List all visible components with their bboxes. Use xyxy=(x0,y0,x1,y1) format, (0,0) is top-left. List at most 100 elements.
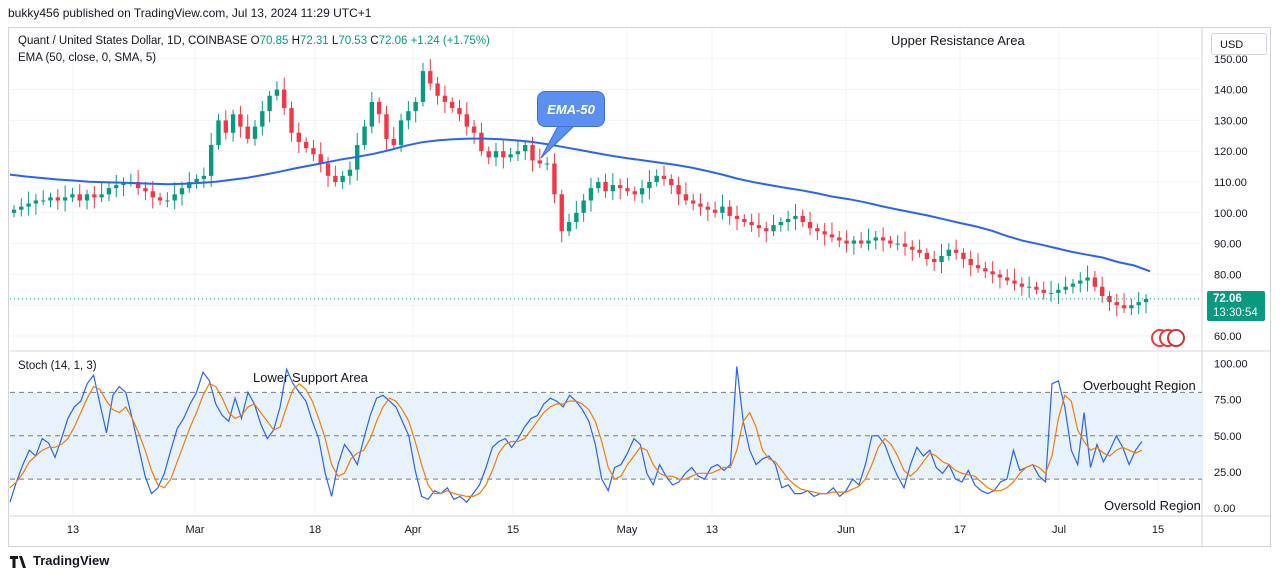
candle-body xyxy=(983,268,988,272)
candle-body xyxy=(537,160,543,164)
candle-body xyxy=(340,175,345,182)
candle-body xyxy=(888,240,893,244)
candle-body xyxy=(362,126,367,146)
candle-body xyxy=(647,182,652,189)
candle-body xyxy=(1129,305,1134,309)
event-flag-icon xyxy=(1167,329,1185,347)
stoch-y-tick-label: 100.00 xyxy=(1214,359,1248,371)
candle-body xyxy=(566,222,572,232)
publisher-line: bukky456 published on TradingView.com, J… xyxy=(8,6,372,20)
stoch-d-line xyxy=(9,382,1143,497)
candle-body xyxy=(172,194,177,201)
symbol-label: Quant / United States Dollar, 1D, COINBA… xyxy=(18,35,248,47)
low-label: L xyxy=(331,35,339,47)
candle-body xyxy=(756,225,762,229)
candle-body xyxy=(406,111,411,121)
x-tick-label: 18 xyxy=(309,524,321,536)
candle-body xyxy=(1056,289,1061,293)
candle-body xyxy=(398,120,404,146)
candle-body xyxy=(727,206,732,216)
x-tick-label: Mar xyxy=(186,524,205,536)
x-tick-label: 13 xyxy=(67,524,79,536)
candle-body xyxy=(1063,286,1068,290)
candle-body xyxy=(588,188,594,201)
candle-body xyxy=(194,178,199,182)
candle-body xyxy=(822,231,827,235)
candle-body xyxy=(435,83,440,96)
candle-body xyxy=(1012,280,1017,284)
candle-body xyxy=(238,114,243,127)
candle-body xyxy=(691,200,696,204)
candle-body xyxy=(669,178,674,186)
candle-body xyxy=(493,151,499,158)
candle-body xyxy=(895,243,900,245)
candle-body xyxy=(764,228,769,232)
ema-legend: EMA (50, close, 0, SMA, 5) xyxy=(18,52,157,64)
bar-countdown: 13:30:54 xyxy=(1213,307,1258,319)
chart-frame xyxy=(8,27,1271,547)
high-label: H xyxy=(291,35,300,47)
candle-body xyxy=(771,225,776,232)
y-tick-label: 140.00 xyxy=(1214,85,1248,97)
candle-body xyxy=(712,209,718,213)
candle-body xyxy=(216,120,221,146)
candle-body xyxy=(114,185,119,189)
candle-body xyxy=(187,182,192,189)
candle-body xyxy=(77,194,82,201)
candle-body xyxy=(1078,280,1083,284)
ema-50-line xyxy=(9,137,1151,273)
candle-body xyxy=(866,240,871,244)
candle-body xyxy=(683,194,689,201)
candle-body xyxy=(1048,292,1054,294)
candle-body xyxy=(230,114,236,133)
y-tick-label: 150.00 xyxy=(1214,54,1248,66)
candle-body xyxy=(975,265,981,269)
ema-callout: EMA-50 xyxy=(537,91,605,127)
candle-body xyxy=(486,151,491,158)
candle-body xyxy=(303,141,309,149)
candle-body xyxy=(837,237,842,241)
candle-body xyxy=(471,126,477,133)
candle-body xyxy=(464,114,469,127)
candle-body xyxy=(617,185,623,189)
stoch-y-tick-label: 50.00 xyxy=(1214,431,1242,443)
candle-body xyxy=(369,101,375,127)
candle-body xyxy=(676,185,681,195)
candle-body xyxy=(143,188,148,192)
candle-body xyxy=(347,169,353,176)
candle-body xyxy=(968,259,973,266)
candle-body xyxy=(274,89,280,96)
stoch-y-tick-label: 0.00 xyxy=(1214,503,1235,515)
upper-resistance-label: Upper Resistance Area xyxy=(891,33,1025,48)
candle-body xyxy=(252,126,258,139)
candle-body xyxy=(333,175,338,182)
candle-body xyxy=(997,274,1003,278)
candle-body xyxy=(1099,286,1105,296)
candle-body xyxy=(106,188,112,195)
candle-body xyxy=(596,182,601,189)
x-tick-label: Jul xyxy=(1052,524,1066,536)
y-tick-label: 130.00 xyxy=(1214,115,1248,127)
candle-body xyxy=(157,197,163,201)
candle-body xyxy=(515,151,521,155)
candle-body xyxy=(873,237,878,241)
candle-body xyxy=(479,132,484,152)
candle-body xyxy=(990,271,995,275)
candle-body xyxy=(785,218,791,223)
close-label: C xyxy=(370,35,379,47)
candle-body xyxy=(880,237,886,241)
candle-body xyxy=(150,191,155,198)
candle-body xyxy=(55,197,61,201)
close-value: 72.06 xyxy=(378,35,408,47)
candle-body xyxy=(1143,298,1149,303)
candle-body xyxy=(245,126,250,139)
candle-body xyxy=(807,222,813,229)
candle-body xyxy=(282,89,287,109)
tradingview-brand[interactable]: TradingView xyxy=(33,553,110,568)
candle-body xyxy=(1019,283,1025,287)
candle-body xyxy=(33,200,39,204)
candle-body xyxy=(376,101,382,115)
currency-button[interactable]: USD xyxy=(1211,33,1267,55)
last-price-value: 72.06 xyxy=(1213,293,1242,305)
